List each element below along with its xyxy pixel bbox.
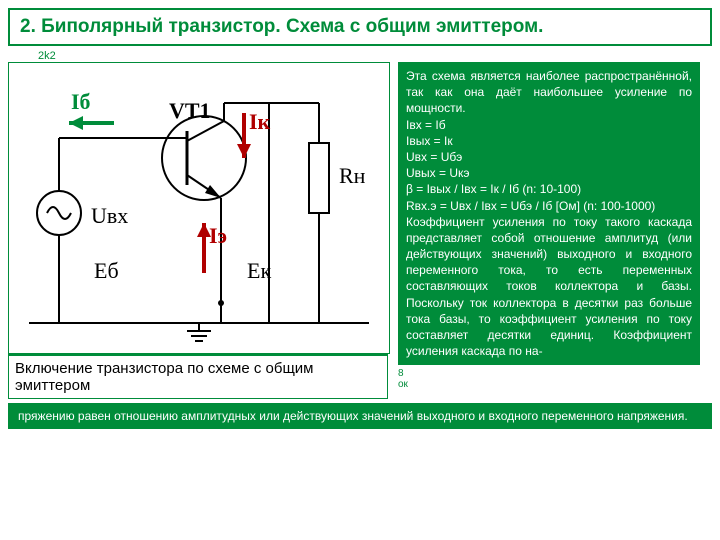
label-ie: Iэ xyxy=(209,223,227,249)
label-eb: Еб xyxy=(94,258,119,284)
schematic-diagram: Iб VT1 Iк Rн Uвх Еб Iэ Ек xyxy=(8,62,390,354)
page-title: 2. Биполярный транзистор. Схема с общим … xyxy=(8,8,712,46)
main-content: в xyxy=(8,62,712,399)
label-rn: Rн xyxy=(339,163,365,189)
bg-resistor-label: 2k2 xyxy=(38,50,712,62)
label-ik: Iк xyxy=(249,109,270,135)
label-ek: Ек xyxy=(247,258,271,284)
info-panel: Эта схема является наиболее распространё… xyxy=(398,62,700,365)
label-vt1: VT1 xyxy=(169,98,211,124)
bg-numbers: 1 8 ок xyxy=(398,357,408,390)
label-ib: Iб xyxy=(71,89,91,115)
schematic-caption: Включение транзистора по схеме с общим э… xyxy=(8,354,388,399)
label-uvx: Uвх xyxy=(91,203,128,229)
bottom-continuation: пряжению равен отношению амплитудных или… xyxy=(8,403,712,429)
